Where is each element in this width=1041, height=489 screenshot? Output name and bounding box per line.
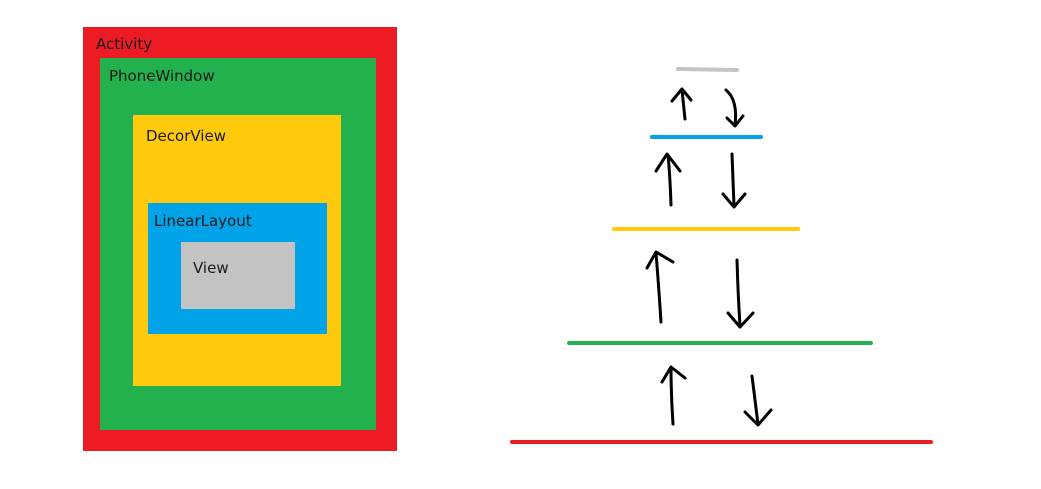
arrow-down-icon: [743, 374, 773, 427]
activity-label: Activity: [96, 35, 153, 53]
phone-window-label: PhoneWindow: [109, 67, 215, 85]
arrow-down-icon: [726, 258, 755, 329]
view-level-line: [676, 67, 739, 72]
arrow-up-icon: [660, 365, 687, 426]
arrow-up-icon: [645, 250, 675, 324]
arrow-down-icon: [721, 152, 747, 209]
arrow-up-icon: [670, 87, 693, 121]
view-label: View: [193, 259, 229, 277]
arrow-down-icon: [724, 88, 745, 128]
arrow-up-icon: [654, 152, 682, 207]
decor-view-label: DecorView: [146, 127, 226, 145]
linear-layout-label: LinearLayout: [154, 212, 252, 230]
view-box: View: [181, 242, 295, 309]
